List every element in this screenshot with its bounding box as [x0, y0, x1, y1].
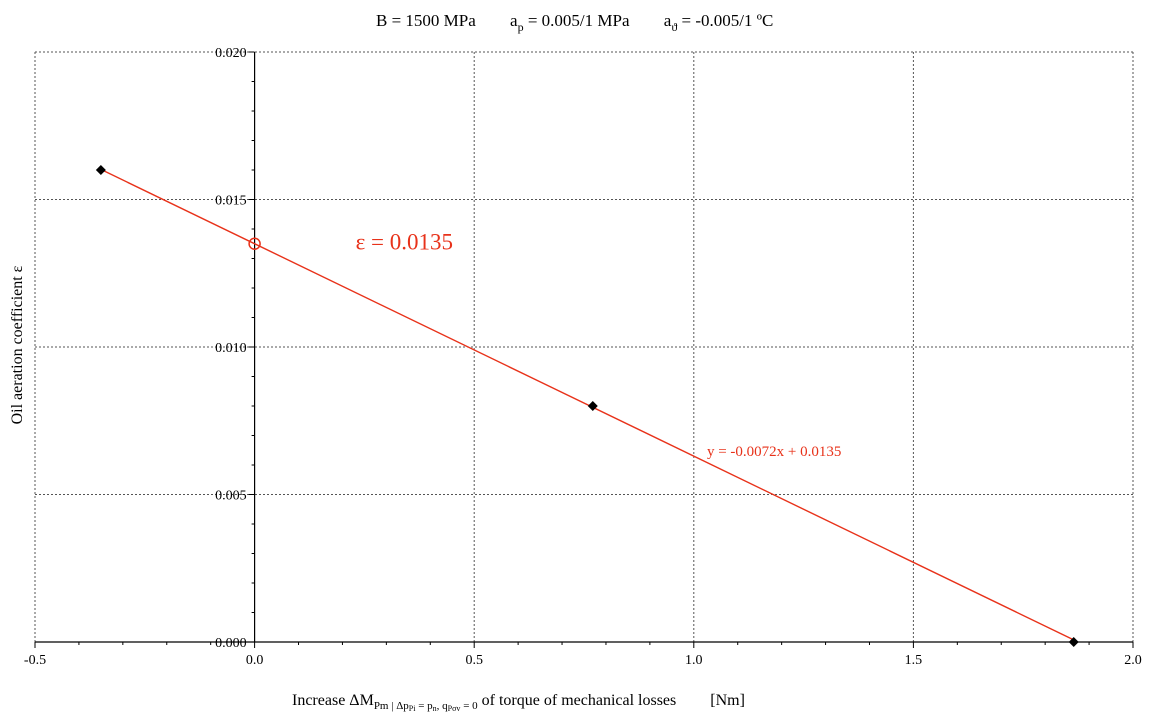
intercept-marker: [248, 237, 261, 250]
xlabel-unit: [Nm]: [710, 692, 745, 709]
chart-title: B = 1500 MPa ap = 0.005/1 MPa aϑ = -0.00…: [376, 11, 773, 34]
data-point-0: [95, 165, 106, 175]
x-tick-label-4: 1.5: [905, 653, 923, 668]
y-tick-label-0: 0.000: [215, 636, 247, 651]
grid-layer: [34, 51, 1134, 642]
y-tick-label-1: 0.005: [215, 489, 247, 504]
x-tick-label-3: 1.0: [685, 653, 703, 668]
xlabel-pre: Increase ΔM: [292, 692, 374, 709]
title-ap-sub: p: [518, 20, 524, 34]
title-at-main: a: [664, 11, 672, 30]
xlabel-sub1: Pm: [374, 700, 389, 712]
title-ap-main: a: [510, 11, 518, 30]
xlabel-sub2: | Δp: [389, 700, 410, 712]
data-point-2: [1068, 637, 1079, 647]
x-tick-label-1: 0.0: [246, 653, 264, 668]
intercept-label: ε = 0.0135: [356, 230, 453, 255]
xlabel-sub7: Pσv: [448, 704, 461, 713]
trendline: [100, 168, 1075, 641]
title-at-sub: ϑ: [671, 20, 677, 34]
x-axis-title: Increase ΔMPm | ΔpPi = pn, qPσv = 0 of t…: [292, 692, 745, 713]
point-layer: [95, 165, 1079, 647]
y-axis-title: Oil aeration coefficient ε: [9, 265, 26, 424]
title-at-val: = -0.005/1 ºC: [677, 11, 773, 30]
y-tick-label-2: 0.010: [215, 341, 247, 356]
xlabel-sub3: Pi: [409, 704, 416, 713]
trend-layer: [100, 168, 1075, 641]
tick-label-layer: -0.5 0.0 0.5 1.0 1.5 2.0 0.000 0.005 0.010 0.015 0…: [24, 46, 1142, 668]
x-tick-label-2: 0.5: [465, 653, 483, 668]
xlabel-sub6: , q: [437, 700, 449, 712]
xlabel-sub5: n: [433, 704, 437, 713]
x-tick-label-5: 2.0: [1124, 653, 1142, 668]
data-point-1: [587, 401, 598, 411]
y-tick-label-4: 0.020: [215, 46, 247, 61]
x-tick-label-0: -0.5: [24, 653, 46, 668]
y-tick-label-3: 0.015: [215, 194, 247, 209]
xlabel-sub4: = p: [415, 700, 433, 712]
title-ap-val: = 0.005/1 MPa: [524, 11, 630, 30]
title-b: B = 1500 MPa: [376, 11, 476, 30]
xlabel-sub8: = 0: [460, 700, 478, 712]
trendline-equation: y = -0.0072x + 0.0135: [707, 444, 841, 460]
xlabel-post: of torque of mechanical losses: [478, 692, 677, 709]
axis-layer: [34, 51, 1134, 648]
